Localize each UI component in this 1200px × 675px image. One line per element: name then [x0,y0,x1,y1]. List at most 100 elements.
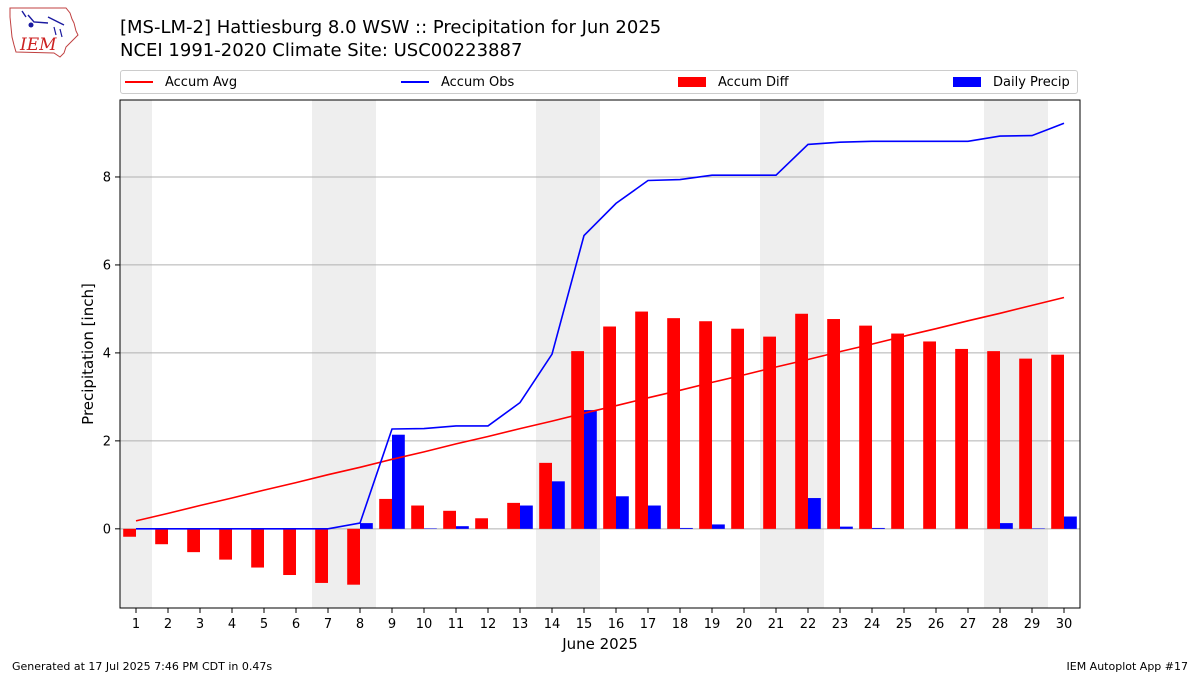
x-tick-label: 30 [1056,617,1073,632]
x-tick-label: 5 [260,617,268,632]
x-tick-label: 23 [832,617,849,632]
legend-label: Accum Obs [441,74,515,90]
bar-daily-precip [520,505,533,529]
bar-accum-diff [667,318,680,529]
x-tick-label: 4 [228,617,236,632]
bar-daily-precip [552,481,565,529]
bar-daily-precip [648,505,661,529]
x-tick-label: 19 [704,617,721,632]
bar-accum-diff [283,528,296,576]
line-accum-avg [135,296,1065,522]
bar-daily-precip [616,496,629,529]
chart-subtitle: NCEI 1991-2020 Climate Site: USC00223887 [120,40,523,61]
bar-accum-diff [1019,358,1032,529]
x-tick-label: 28 [992,617,1009,632]
bar-accum-diff [219,528,232,560]
x-tick-label: 12 [480,617,497,632]
x-axis-label: June 2025 [561,635,638,653]
legend-item-accum-diff: Accum Diff [678,71,789,93]
x-tick-label: 14 [544,617,561,632]
y-tick-label: 2 [103,434,111,449]
bar-accum-diff [859,325,872,529]
bar-accum-diff [635,311,648,529]
legend-swatch [678,77,706,87]
bar-accum-diff [731,328,744,529]
bar-accum-diff [315,528,328,583]
bar-daily-precip [712,524,725,529]
bar-accum-diff [251,528,264,568]
bar-accum-diff [923,341,936,529]
legend-label: Accum Avg [165,74,238,90]
bar-accum-diff [891,333,904,529]
legend-item-accum-obs: Accum Obs [401,71,514,93]
x-tick-label: 1 [132,617,140,632]
x-tick-label: 25 [896,617,913,632]
y-tick-label: 0 [103,522,111,537]
x-tick-label: 21 [768,617,785,632]
x-tick-label: 22 [800,617,817,632]
x-tick-label: 18 [672,617,689,632]
bar-daily-precip [1064,516,1077,529]
legend-label: Accum Diff [718,74,789,90]
x-tick-label: 15 [576,617,593,632]
x-tick-label: 9 [388,617,396,632]
bar-daily-precip [584,410,597,529]
iem-logo: IEM [9,7,79,58]
legend-swatch [401,81,429,83]
footer-app: IEM Autoplot App #17 [1066,660,1189,673]
bar-accum-diff [411,505,424,529]
chart-title: [MS-LM-2] Hattiesburg 8.0 WSW :: Precipi… [120,17,662,38]
x-tick-label: 13 [512,617,529,632]
x-tick-label: 8 [356,617,364,632]
bar-accum-diff [1051,354,1064,529]
bar-daily-precip [456,526,469,529]
legend-item-daily-precip: Daily Precip [953,71,1070,93]
y-tick-label: 4 [103,346,111,361]
bar-accum-diff [379,498,392,529]
y-tick-label: 8 [103,170,111,185]
legend: Accum Avg Accum Obs Accum Diff Daily Pre… [120,70,1078,94]
bar-accum-diff [507,502,520,529]
y-tick-label: 6 [103,258,111,273]
bar-accum-diff [123,528,136,537]
logo-text: IEM [19,35,57,55]
bar-daily-precip [1000,523,1013,529]
line-accum-obs [136,122,1065,530]
footer-generated: Generated at 17 Jul 2025 7:46 PM CDT in … [12,660,273,673]
bar-accum-diff [443,510,456,529]
legend-item-accum-avg: Accum Avg [125,71,237,93]
x-tick-label: 10 [416,617,433,632]
x-tick-label: 7 [324,617,332,632]
x-tick-label: 16 [608,617,625,632]
bar-accum-diff [699,321,712,529]
bar-accum-diff [955,348,968,529]
bar-daily-precip [872,527,885,529]
x-tick-label: 26 [928,617,945,632]
x-tick-label: 3 [196,617,204,632]
bar-accum-diff [987,351,1000,529]
x-tick-label: 2 [164,617,172,632]
legend-label: Daily Precip [993,74,1070,90]
x-tick-label: 11 [448,617,465,632]
bar-accum-diff [155,528,168,545]
bar-accum-diff [571,351,584,529]
bar-accum-diff [347,528,360,585]
weekend-shade [312,100,344,608]
bar-daily-precip [392,434,405,529]
plot-frame [119,99,1081,609]
bar-daily-precip [680,527,693,529]
x-tick-label: 29 [1024,617,1041,632]
y-axis-label: Precipitation [inch] [79,283,97,425]
bar-accum-diff [827,319,840,529]
x-tick-label: 20 [736,617,753,632]
x-tick-label: 17 [640,617,657,632]
bar-accum-diff [539,462,552,529]
bar-daily-precip [808,498,821,529]
weekend-shade [120,100,152,608]
weekend-shade [1016,100,1048,608]
x-tick-label: 6 [292,617,300,632]
legend-swatch [953,77,981,87]
x-tick-label: 27 [960,617,977,632]
bar-accum-diff [187,528,200,553]
